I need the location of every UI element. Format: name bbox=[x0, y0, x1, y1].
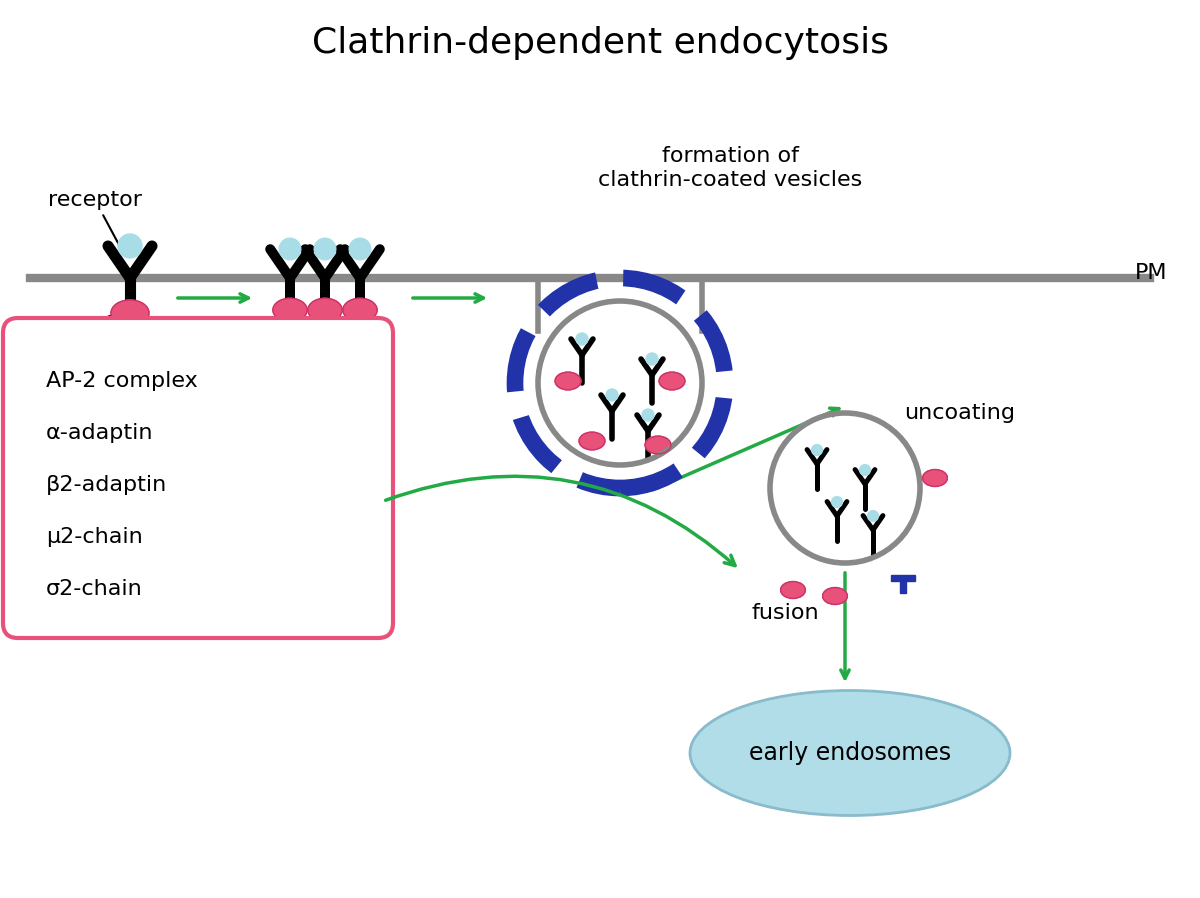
Text: PM: PM bbox=[1135, 263, 1168, 283]
Text: uncoating: uncoating bbox=[905, 403, 1015, 423]
Text: early endosomes: early endosomes bbox=[749, 741, 952, 765]
Ellipse shape bbox=[308, 298, 342, 321]
Ellipse shape bbox=[823, 587, 847, 604]
Circle shape bbox=[859, 464, 870, 475]
Ellipse shape bbox=[272, 298, 307, 321]
Circle shape bbox=[642, 409, 654, 421]
Text: α-adaptin: α-adaptin bbox=[46, 423, 154, 443]
Ellipse shape bbox=[556, 372, 581, 390]
Circle shape bbox=[576, 333, 588, 345]
Ellipse shape bbox=[659, 372, 685, 390]
Circle shape bbox=[811, 445, 822, 455]
Ellipse shape bbox=[690, 691, 1010, 815]
Text: μ2-chain: μ2-chain bbox=[46, 527, 143, 547]
Circle shape bbox=[118, 234, 142, 258]
FancyBboxPatch shape bbox=[2, 318, 394, 638]
Circle shape bbox=[868, 511, 878, 522]
Circle shape bbox=[606, 389, 618, 401]
Ellipse shape bbox=[580, 432, 605, 450]
Circle shape bbox=[314, 238, 336, 260]
Text: β2-adaptin: β2-adaptin bbox=[46, 475, 167, 495]
Text: σ2-chain: σ2-chain bbox=[46, 579, 143, 599]
Bar bbox=[262, 471, 288, 478]
Bar bbox=[892, 576, 914, 581]
Circle shape bbox=[646, 353, 658, 365]
Bar bbox=[222, 447, 248, 453]
Circle shape bbox=[280, 238, 301, 260]
Ellipse shape bbox=[343, 298, 377, 321]
Text: Clathrin-dependent endocytosis: Clathrin-dependent endocytosis bbox=[312, 26, 888, 60]
Circle shape bbox=[349, 238, 371, 260]
Circle shape bbox=[832, 497, 842, 507]
Bar bbox=[271, 478, 278, 491]
Bar bbox=[172, 418, 198, 424]
Text: clathrin: clathrin bbox=[190, 493, 275, 513]
Ellipse shape bbox=[646, 436, 671, 453]
Bar bbox=[181, 424, 188, 436]
Text: formation of
clathrin-coated vesicles: formation of clathrin-coated vesicles bbox=[598, 146, 862, 189]
Bar bbox=[311, 333, 340, 340]
Bar bbox=[322, 340, 329, 355]
FancyArrowPatch shape bbox=[385, 476, 736, 566]
Ellipse shape bbox=[923, 470, 947, 487]
Bar bbox=[346, 333, 374, 340]
Bar bbox=[232, 453, 239, 467]
Text: fusion: fusion bbox=[751, 603, 818, 623]
Text: receptor: receptor bbox=[48, 190, 142, 253]
Ellipse shape bbox=[781, 582, 805, 598]
Bar bbox=[900, 581, 906, 593]
Bar bbox=[276, 333, 305, 340]
Bar bbox=[356, 340, 364, 355]
Text: AP-2: AP-2 bbox=[48, 314, 115, 340]
Text: AP-2 complex: AP-2 complex bbox=[46, 371, 198, 391]
Bar bbox=[286, 340, 294, 355]
Ellipse shape bbox=[112, 300, 149, 326]
